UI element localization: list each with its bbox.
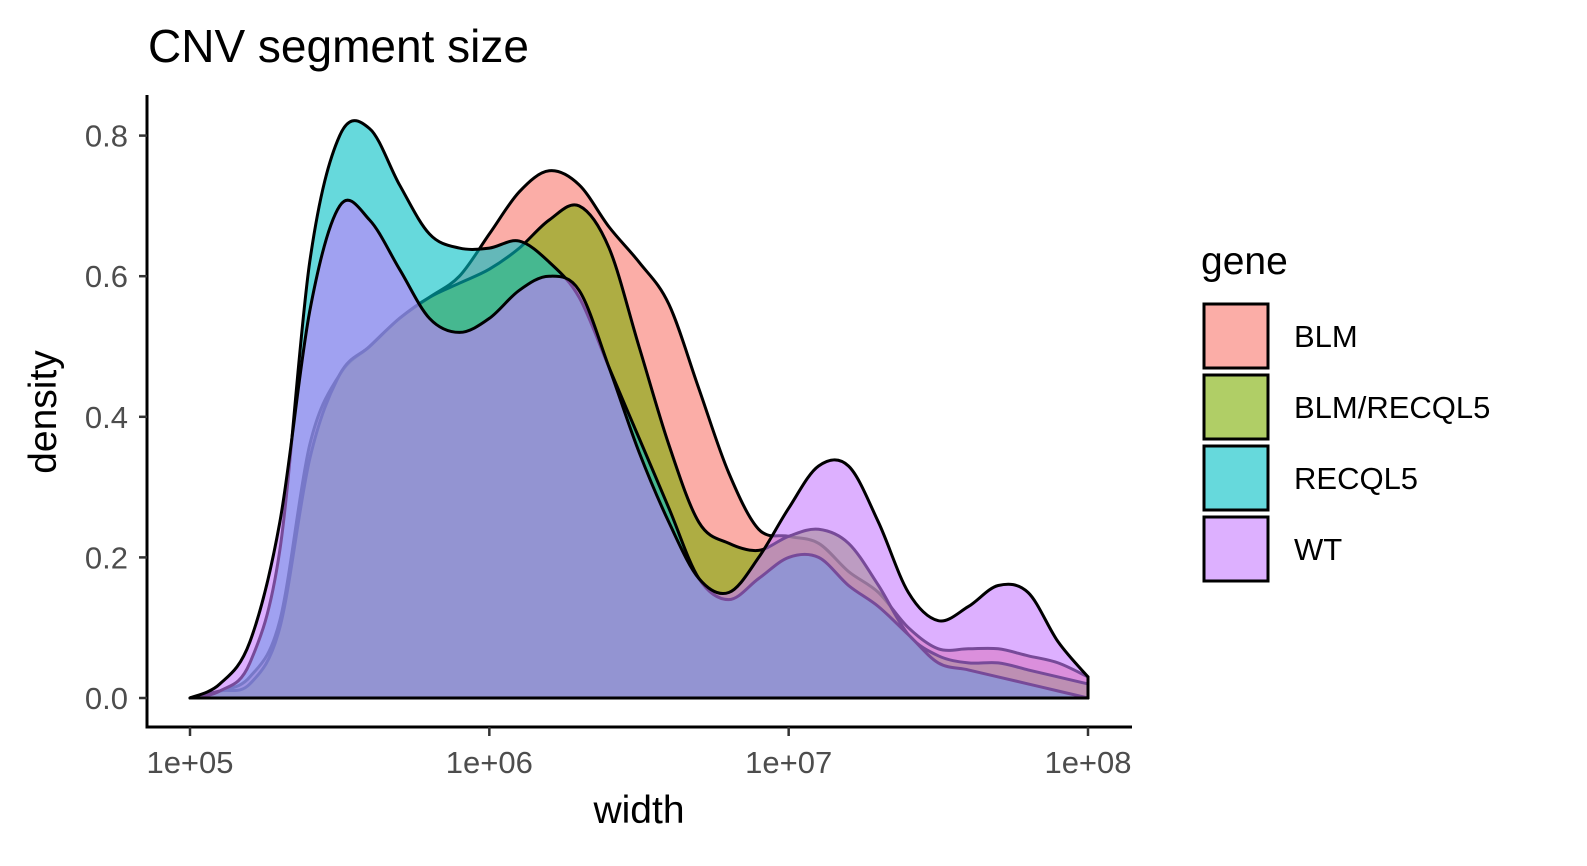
y-tick-label: 0.4 [85, 400, 128, 435]
y-tick-label: 0.6 [85, 259, 128, 294]
legend-item-blm: BLM [1202, 302, 1358, 370]
y-tick-label: 0.2 [85, 540, 128, 575]
legend-swatch [1202, 373, 1270, 441]
legend-swatch [1202, 444, 1270, 512]
x-axis-title: width [592, 789, 684, 832]
chart-title: CNV segment size [148, 20, 529, 72]
y-tick-label: 0.8 [85, 119, 128, 154]
legend-title: gene [1201, 240, 1288, 283]
legend-swatch [1202, 302, 1270, 370]
legend-label: BLM/RECQL5 [1294, 390, 1490, 425]
legend: BLM BLM/RECQL5 RECQL5 WT [1202, 302, 1490, 583]
x-tick-label: 1e+05 [146, 745, 233, 780]
x-tick-label: 1e+06 [446, 745, 533, 780]
y-axis-title: density [22, 350, 65, 474]
density-areas [188, 119, 1090, 700]
density-area-wt [188, 198, 1090, 700]
y-tick-label: 0.0 [85, 681, 128, 716]
x-tick-label: 1e+08 [1044, 745, 1131, 780]
legend-item-wt: WT [1202, 515, 1342, 583]
legend-item-recql5: RECQL5 [1202, 444, 1418, 512]
x-axis-ticks: 1e+05 1e+06 1e+07 1e+08 [146, 727, 1132, 780]
legend-label: BLM [1294, 319, 1358, 354]
x-tick-label: 1e+07 [745, 745, 832, 780]
legend-label: WT [1294, 532, 1342, 567]
legend-item-blm-recql5: BLM/RECQL5 [1202, 373, 1490, 441]
legend-label: RECQL5 [1294, 461, 1418, 496]
legend-swatch [1202, 515, 1270, 583]
y-axis-ticks: 0.0 0.2 0.4 0.6 0.8 [85, 119, 147, 716]
